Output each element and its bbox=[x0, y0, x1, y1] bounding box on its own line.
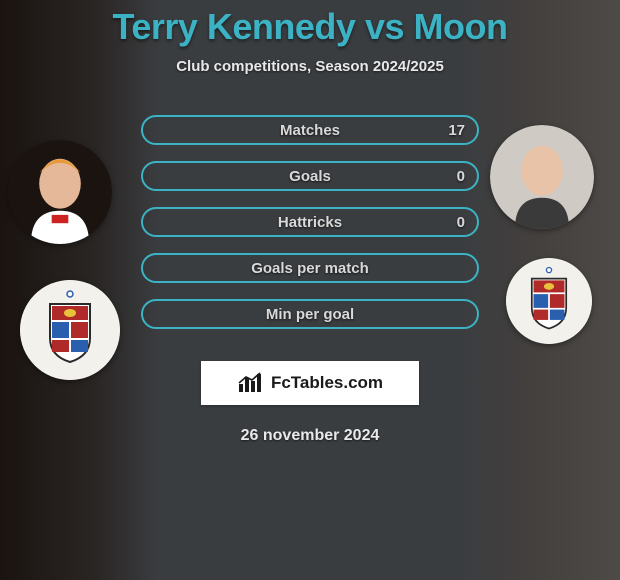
date-label: 26 november 2024 bbox=[241, 427, 380, 445]
stats-list: Matches 17 Goals 0 Hattricks 0 Goals per… bbox=[141, 115, 479, 329]
comparison-card: Terry Kennedy vs Moon Club competitions,… bbox=[0, 0, 620, 580]
bar-chart-icon bbox=[237, 372, 265, 394]
stat-row-goals: Goals 0 bbox=[141, 161, 479, 191]
stat-row-min-per-goal: Min per goal bbox=[141, 299, 479, 329]
stat-row-goals-per-match: Goals per match bbox=[141, 253, 479, 283]
stat-row-hattricks: Hattricks 0 bbox=[141, 207, 479, 237]
stat-label: Goals per match bbox=[251, 260, 369, 277]
stat-right-value: 0 bbox=[457, 214, 465, 231]
stat-label: Hattricks bbox=[278, 214, 342, 231]
page-title: Terry Kennedy vs Moon bbox=[113, 6, 508, 48]
stat-row-matches: Matches 17 bbox=[141, 115, 479, 145]
stat-right-value: 17 bbox=[448, 122, 465, 139]
content-column: Terry Kennedy vs Moon Club competitions,… bbox=[0, 0, 620, 580]
stat-label: Min per goal bbox=[266, 306, 354, 323]
page-subtitle: Club competitions, Season 2024/2025 bbox=[176, 58, 444, 75]
site-logo: FcTables.com bbox=[201, 361, 419, 405]
logo-text: FcTables.com bbox=[271, 373, 383, 393]
stat-label: Matches bbox=[280, 122, 340, 139]
stat-label: Goals bbox=[289, 168, 331, 185]
stat-right-value: 0 bbox=[457, 168, 465, 185]
